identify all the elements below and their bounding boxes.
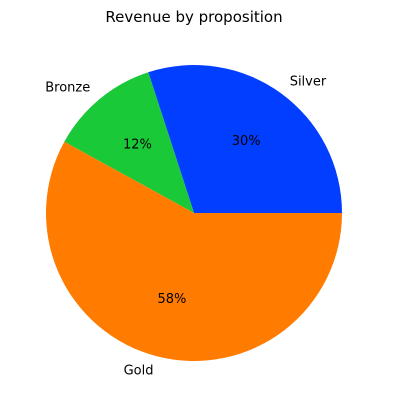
pie-slice-bronze <box>64 72 194 213</box>
pie-slice-silver <box>148 65 342 214</box>
slice-percent-silver: 30% <box>232 134 261 149</box>
pie-slice-gold <box>45 141 342 362</box>
slice-label-gold: Gold <box>124 364 154 379</box>
slice-percent-bronze: 12% <box>123 138 152 153</box>
slice-percent-gold: 58% <box>157 292 186 307</box>
chart-title: Revenue by proposition <box>105 8 282 26</box>
slice-label-silver: Silver <box>290 74 327 89</box>
slice-label-bronze: Bronze <box>45 81 90 96</box>
pie-labels: Silver 30% Bronze 12% Gold 58% <box>45 74 327 378</box>
pie-slices <box>45 65 342 362</box>
